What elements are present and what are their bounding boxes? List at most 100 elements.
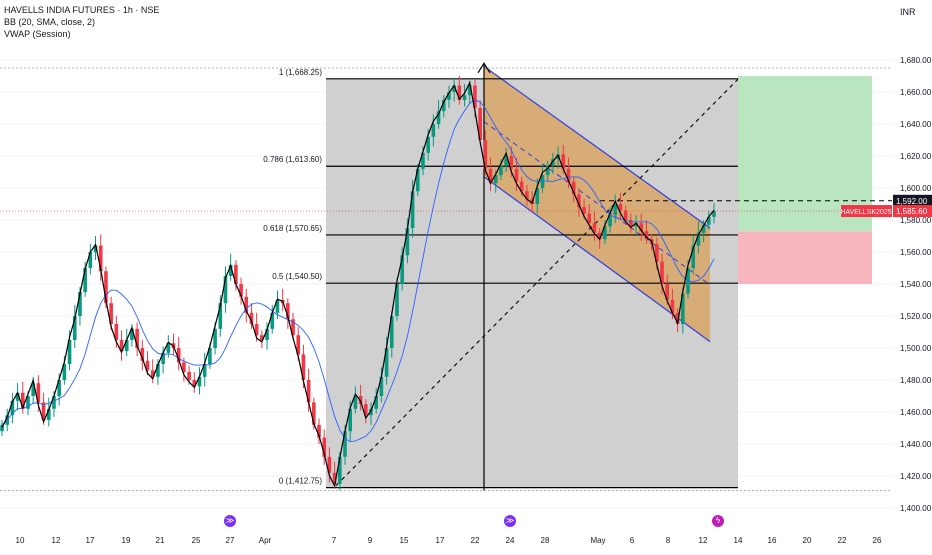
y-tick-label-12: 1,640.00 (900, 120, 932, 129)
candle-body-74 (384, 348, 389, 377)
candle-body-42 (218, 303, 223, 329)
candle-body-14 (72, 316, 77, 340)
x-tick-label-6: 27 (226, 536, 235, 545)
candle-body-18 (93, 245, 98, 252)
candle-body-104 (540, 175, 545, 188)
candle-body-49 (254, 324, 259, 336)
x-tick-label-23: 26 (873, 536, 882, 545)
candle-body-127 (660, 261, 664, 284)
candle-body-77 (400, 255, 404, 284)
fib-level-label-0: 1 (1,668.25) (279, 68, 322, 77)
candle-body-36 (187, 372, 191, 380)
fib-level-label-1: 0.786 (1,613.60) (263, 155, 322, 164)
candle-body-17 (88, 252, 93, 268)
y-tick-label-4: 1,480.00 (900, 376, 932, 385)
candle-body-90 (467, 85, 472, 96)
candle-body-135 (701, 224, 706, 233)
candle-body-34 (176, 348, 181, 363)
price-tag-symbol: HAVELLSK2025 (840, 209, 891, 216)
y-tick-label-10: 1,600.00 (900, 184, 932, 193)
x-tick-label-11: 17 (436, 536, 445, 545)
candle-body-108 (561, 154, 566, 169)
candle-body-116 (603, 226, 607, 240)
earnings-event-icon[interactable]: ϟ (712, 515, 724, 527)
candle-body-101 (525, 191, 529, 200)
x-tick-label-0: 10 (16, 536, 25, 545)
fib-level-label-3: 0.5 (1,540.50) (272, 272, 322, 281)
candle-body-134 (696, 232, 701, 246)
candle-body-46 (239, 284, 243, 297)
candle-body-96 (499, 165, 503, 176)
candle-body-121 (629, 220, 633, 227)
candle-body-20 (104, 271, 108, 304)
candle-body-136 (707, 216, 711, 225)
candle-body-130 (675, 312, 680, 324)
candle-body-53 (275, 300, 280, 313)
x-tick-label-19: 14 (734, 536, 743, 545)
candle-body-126 (655, 244, 659, 262)
candle-body-103 (535, 188, 540, 204)
candle-body-89 (462, 95, 467, 100)
candle-body-25 (130, 328, 134, 340)
candle-body-35 (182, 362, 186, 372)
dividend-event-icon[interactable]: ≫ (224, 515, 236, 527)
candle-body-83 (431, 124, 436, 137)
x-tick-label-20: 16 (768, 536, 777, 545)
candle-body-100 (519, 181, 524, 192)
x-tick-label-14: 28 (541, 536, 550, 545)
candle-body-24 (124, 340, 129, 352)
descending-channel (484, 66, 710, 342)
candle-body-119 (618, 204, 623, 211)
vwap-indicator-label: VWAP (Session) (4, 29, 71, 39)
candle-body-55 (286, 303, 290, 320)
candle-body-29 (150, 370, 155, 377)
x-tick-label-15: May (590, 536, 605, 545)
y-tick-label-3: 1,460.00 (900, 408, 932, 417)
candle-body-59 (306, 380, 311, 403)
candle-body-78 (405, 228, 410, 256)
x-tick-label-10: 15 (400, 536, 409, 545)
candle-body-57 (296, 335, 301, 355)
vwap-line (1, 80, 715, 488)
candle-body-28 (145, 360, 150, 371)
bb-indicator-label: BB (20, SMA, close, 2) (4, 17, 96, 27)
candle-body-45 (234, 264, 238, 284)
candle-body-131 (681, 293, 685, 324)
candle-body-11 (57, 380, 61, 396)
dividend-event-icon-2[interactable]: ≫ (504, 515, 516, 527)
candle-body-38 (197, 376, 202, 387)
candle-body-111 (577, 194, 581, 208)
candle-body-123 (639, 223, 644, 232)
candle-body-122 (634, 223, 638, 227)
candle-body-4 (20, 392, 25, 409)
candle-body-94 (488, 168, 493, 184)
candle-body-114 (592, 223, 597, 233)
currency-label[interactable]: INR (900, 7, 916, 17)
candle-body-60 (312, 402, 316, 425)
x-tick-label-18: 12 (699, 536, 708, 545)
candle-body-85 (441, 100, 446, 112)
y-tick-label-14: 1,680.00 (900, 56, 932, 65)
candle-body-64 (332, 472, 337, 484)
y-tick-label-11: 1,620.00 (900, 152, 932, 161)
candle-body-129 (670, 300, 675, 313)
stop-zone (738, 231, 872, 284)
candle-body-56 (291, 319, 295, 336)
channel-mid-line (483, 121, 711, 286)
candle-body-22 (114, 324, 119, 340)
candle-body-41 (213, 328, 217, 348)
candle-body-26 (135, 328, 139, 348)
y-tick-label-13: 1,660.00 (900, 88, 932, 97)
candle-body-13 (67, 340, 72, 364)
arrow-head (477, 62, 491, 74)
candle-body-8 (41, 402, 46, 420)
x-tick-label-7: Apr (259, 536, 272, 545)
candle-body-2 (10, 400, 15, 416)
candle-body-118 (613, 204, 618, 216)
candle-body-19 (98, 245, 103, 272)
candle-body-87 (452, 85, 456, 92)
y-tick-label-1: 1,420.00 (900, 472, 932, 481)
candle-body-32 (166, 343, 171, 353)
